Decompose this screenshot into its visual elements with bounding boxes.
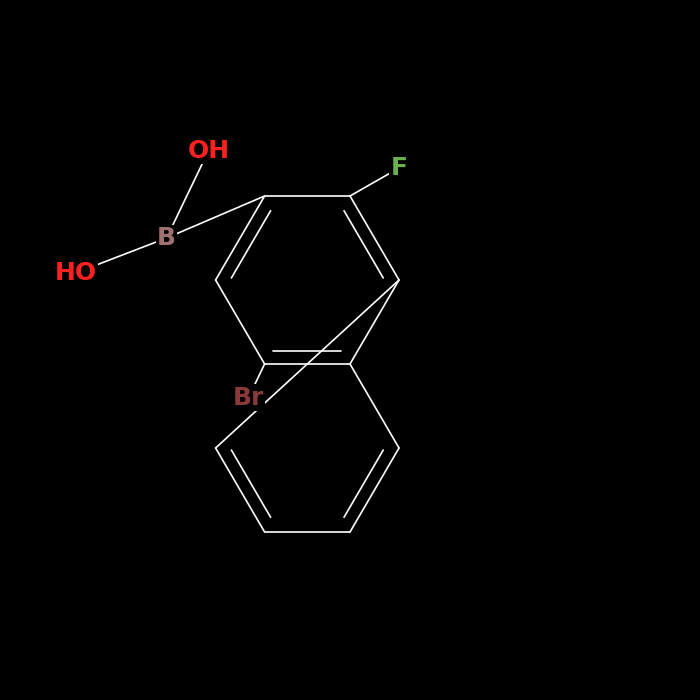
Text: Br: Br: [233, 386, 264, 410]
Text: OH: OH: [188, 139, 230, 162]
Text: F: F: [391, 156, 407, 180]
Text: HO: HO: [55, 261, 97, 285]
Text: B: B: [157, 226, 176, 250]
